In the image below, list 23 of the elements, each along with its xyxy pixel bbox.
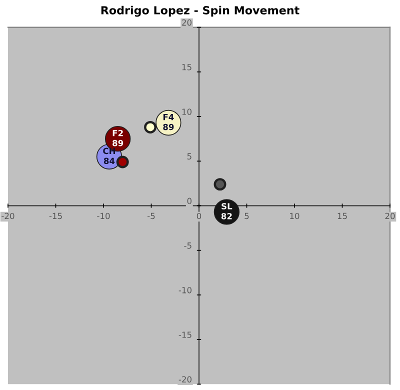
x-tick-label: 15 <box>338 212 347 220</box>
annotation: F4 89 <box>163 114 174 130</box>
annotation: CH 84 <box>103 148 116 164</box>
x-tick-label: -5 <box>148 212 155 220</box>
chart-title: Rodrigo Lopez - Spin Movement <box>101 6 300 17</box>
x-tick-label: -15 <box>49 212 62 220</box>
annotation: F2 89 <box>112 130 124 146</box>
x-tick-label: 5 <box>244 212 249 220</box>
y-tick-label: -10 <box>178 287 192 294</box>
annotation: SL 82 <box>221 203 232 220</box>
x-tick-label: -10 <box>97 212 110 220</box>
x-tick-label: 10 <box>290 212 300 220</box>
y-tick-label: 0 <box>187 198 192 204</box>
x-tick-label: 0 <box>196 212 202 220</box>
y-tick-label: 10 <box>182 108 192 115</box>
x-tick-label: -20 <box>2 212 14 220</box>
y-tick-label: 15 <box>182 64 192 70</box>
y-tick-label: -15 <box>178 332 192 338</box>
x-tick-label: 20 <box>385 212 395 220</box>
y-tick-label: -20 <box>178 376 192 383</box>
y-tick-label: -5 <box>184 242 192 249</box>
y-tick-label: 20 <box>182 19 192 26</box>
y-tick-label: 5 <box>187 153 192 160</box>
